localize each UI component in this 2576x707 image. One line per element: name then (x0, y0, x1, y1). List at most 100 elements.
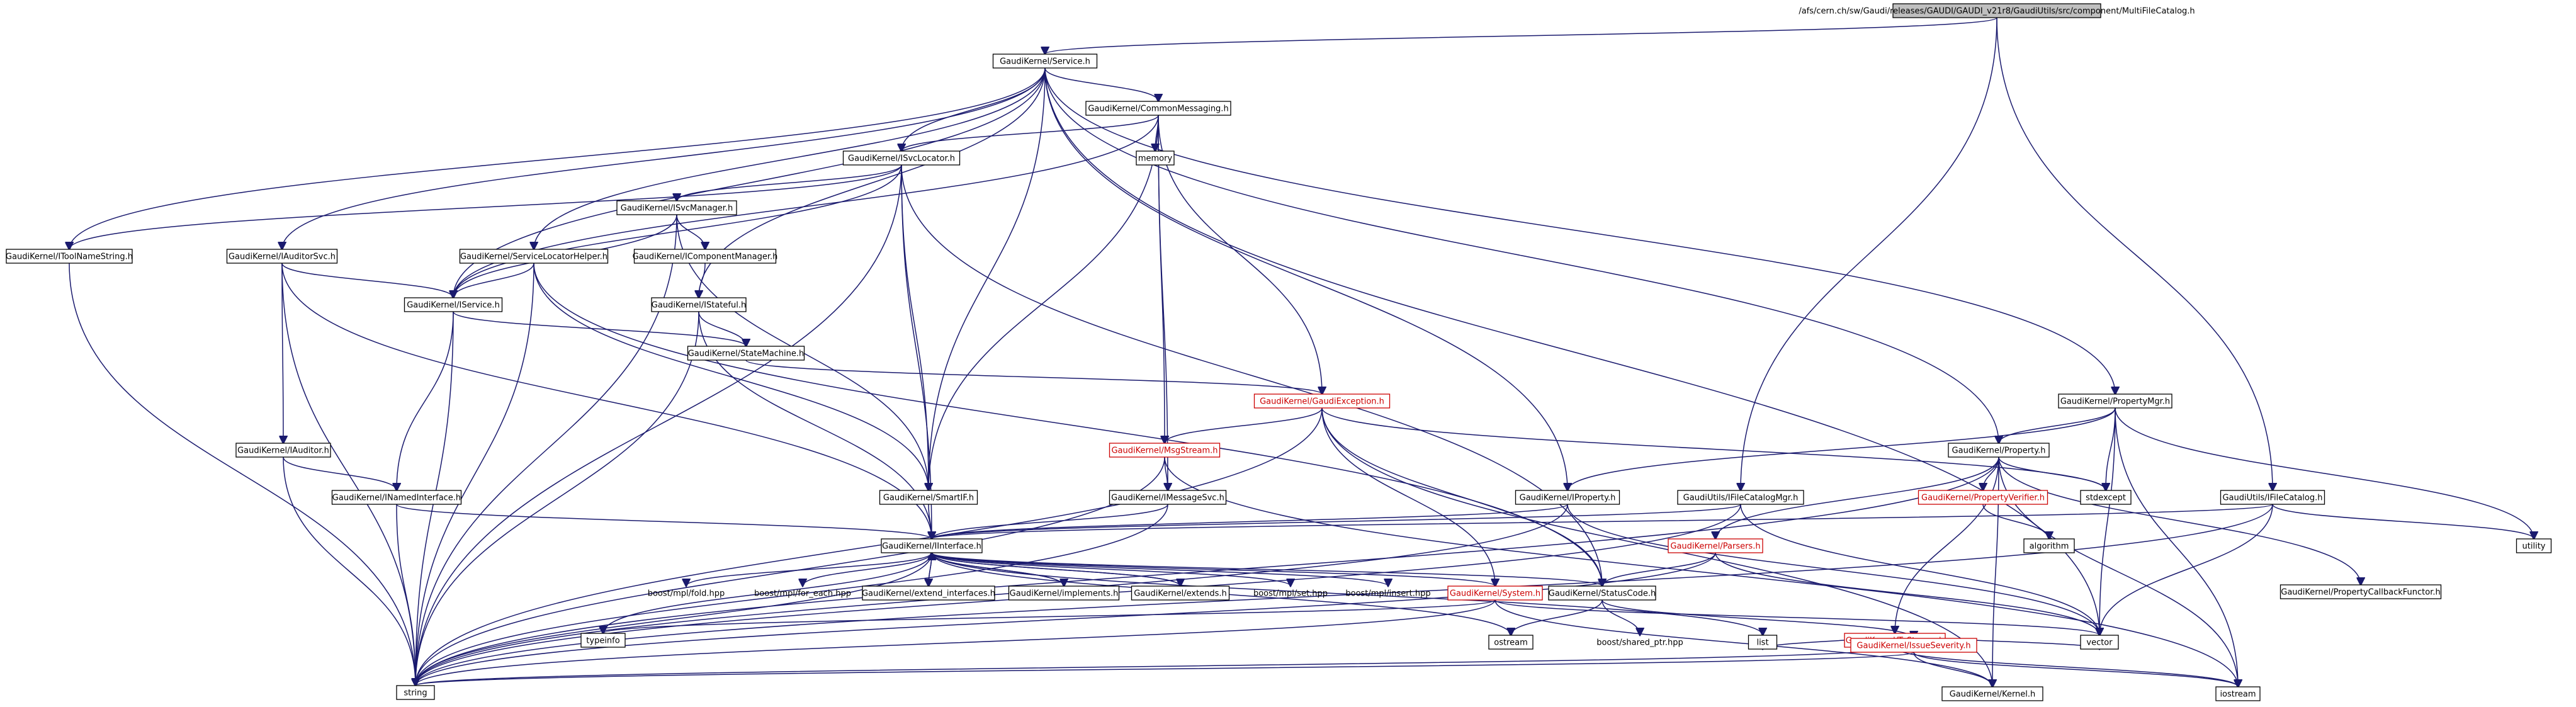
node-propertymgr[interactable]: GaudiKernel/PropertyMgr.h (2058, 393, 2172, 409)
node-string[interactable]: string (396, 685, 435, 700)
edge-layer (69, 17, 2534, 687)
edge-property-to-propertyverifier (1983, 456, 1999, 490)
edge-tostream-to-string (415, 647, 1895, 686)
edge-service-to-isvclocator (901, 67, 1046, 151)
node-service[interactable]: GaudiKernel/Service.h (992, 54, 1098, 69)
node-mplforeach: boost/mpl/for_each.hpp (754, 589, 851, 599)
edge-iinterface-to-mplset (931, 552, 1291, 586)
edge-isvclocator-to-string (415, 164, 902, 686)
node-statuscode[interactable]: GaudiKernel/StatusCode.h (1548, 585, 1656, 601)
node-layer: /afs/cern.ch/sw/Gaudi/releases/GAUDI/GAU… (6, 3, 2552, 701)
node-extends[interactable]: GaudiKernel/extends.h (1131, 585, 1230, 601)
node-iostream[interactable]: iostream (2215, 686, 2261, 701)
node-algorithm-label: algorithm (2030, 542, 2069, 551)
node-stdexcept[interactable]: stdexcept (2080, 490, 2132, 505)
node-typeinfo[interactable]: typeinfo (580, 633, 626, 648)
edge-commonmsg-to-iservice (453, 115, 1159, 298)
edge-gaudiexception-to-kernel (1321, 407, 1992, 687)
node-system[interactable]: GaudiKernel/System.h (1447, 585, 1543, 601)
node-ostream-label: ostream (1494, 638, 1528, 648)
node-memory[interactable]: memory (1136, 150, 1175, 166)
node-statemachine-box (687, 346, 805, 361)
edge-issueseverity-to-kernel (1913, 652, 1992, 687)
edge-root-to-ifilecatalogmgr (1741, 17, 1997, 490)
edge-icomponentmgr-to-istateful (699, 263, 706, 298)
node-property[interactable]: GaudiKernel/Property.h (1948, 443, 2050, 458)
node-iservice[interactable]: GaudiKernel/IService.h (404, 297, 503, 312)
edge-commonmsg-to-imessagesvc (1158, 115, 1168, 490)
node-iostream-label: iostream (2220, 690, 2256, 699)
node-msgstream-box (1109, 443, 1221, 458)
node-servicelocatorhelper-box (459, 249, 609, 264)
node-propertycallback[interactable]: GaudiKernel/PropertyCallbackFunctor.h (2279, 584, 2442, 599)
node-inamedinterface[interactable]: GaudiKernel/INamedInterface.h (331, 490, 462, 505)
edge-msgstream-to-iostream (1164, 456, 2238, 687)
node-implements[interactable]: GaudiKernel/implements.h (1008, 585, 1120, 601)
edge-parsers-to-vector (1715, 552, 2099, 635)
node-ifilecatalogmgr[interactable]: GaudiUtils/IFileCatalogMgr.h (1677, 490, 1804, 505)
node-root[interactable]: /afs/cern.ch/sw/Gaudi/releases/GAUDI/GAU… (1799, 3, 2195, 18)
node-iinterface[interactable]: GaudiKernel/IInterface.h (881, 538, 983, 553)
node-commonmsg[interactable]: GaudiKernel/CommonMessaging.h (1085, 101, 1231, 116)
edge-iinterface-to-mplfold (686, 552, 932, 586)
edge-tostream-to-iostream (1894, 647, 2238, 687)
edge-servicelocatorhelper-to-string (415, 263, 534, 686)
node-iauditorsvc[interactable]: GaudiKernel/IAuditorSvc.h (226, 249, 338, 264)
edge-root-to-ifilecatalog (1996, 17, 2273, 490)
node-mplinsert: boost/mpl/insert.hpp (1345, 589, 1430, 599)
node-servicelocatorhelper[interactable]: GaudiKernel/ServiceLocatorHelper.h (459, 249, 609, 264)
edge-iinterface-to-list (931, 552, 1763, 635)
node-iproperty[interactable]: GaudiKernel/IProperty.h (1515, 490, 1620, 505)
node-vector-label: vector (2086, 638, 2113, 648)
node-isvclocator[interactable]: GaudiKernel/ISvcLocator.h (842, 150, 961, 166)
edge-system-to-string (415, 599, 1496, 686)
node-istateful[interactable]: GaudiKernel/IStateful.h (651, 297, 747, 312)
edge-imessagesvc-to-iinterface (932, 504, 1168, 539)
node-imessagesvc[interactable]: GaudiKernel/IMessageSvc.h (1109, 490, 1227, 505)
node-issueseverity[interactable]: GaudiKernel/IssueSeverity.h (1850, 638, 1977, 653)
edge-ifilecatalog-to-string (415, 504, 2273, 686)
node-icomponentmgr-label: GaudiKernel/IComponentManager.h (633, 252, 778, 262)
node-vector[interactable]: vector (2080, 635, 2119, 650)
edge-gaudiexception-to-system (1321, 407, 1495, 586)
node-algorithm[interactable]: algorithm (2023, 538, 2075, 553)
node-ifilecatalog[interactable]: GaudiUtils/IFileCatalog.h (2220, 490, 2325, 505)
edge-property-to-propertycallback (1998, 456, 2361, 585)
edge-iinterface-to-typeinfo (603, 552, 932, 633)
node-servicelocatorhelper-label: GaudiKernel/ServiceLocatorHelper.h (460, 252, 607, 262)
edge-property-to-stdexcept (1998, 456, 2106, 490)
edge-system-to-kernel (1494, 599, 1992, 687)
node-root-label: /afs/cern.ch/sw/Gaudi/releases/GAUDI/GAU… (1799, 7, 2195, 16)
node-msgstream[interactable]: GaudiKernel/MsgStream.h (1109, 443, 1221, 458)
node-istateful-box (651, 297, 747, 312)
node-extendinterfaces[interactable]: GaudiKernel/extend_interfaces.h (862, 585, 995, 601)
node-iauditor[interactable]: GaudiKernel/IAuditor.h (235, 443, 331, 458)
node-statemachine[interactable]: GaudiKernel/StateMachine.h (687, 346, 805, 361)
node-propertyverifier[interactable]: GaudiKernel/PropertyVerifier.h (1918, 490, 2048, 505)
node-icomponentmgr[interactable]: GaudiKernel/IComponentManager.h (633, 249, 778, 264)
node-itypename[interactable]: GaudiKernel/IToolNameString.h (6, 249, 133, 264)
edge-isvclocator-to-iinterface (901, 164, 932, 539)
edge-isvclocator-to-isvcmanager (677, 164, 902, 201)
node-imessagesvc-label: GaudiKernel/IMessageSvc.h (1111, 494, 1224, 503)
node-inamedinterface-label: GaudiKernel/INamedInterface.h (332, 494, 461, 503)
edge-iproperty-to-iinterface (932, 504, 1568, 539)
node-smartif[interactable]: GaudiKernel/SmartIF.h (879, 490, 978, 505)
edge-ifilecatalog-to-iinterface (932, 504, 2273, 539)
edge-root-to-service (1045, 17, 1997, 54)
node-parsers-box (1668, 538, 1763, 553)
edge-servicelocatorhelper-to-iservice (453, 263, 534, 298)
node-mplforeach-label: boost/mpl/for_each.hpp (754, 589, 851, 599)
edge-property-to-tostream (1895, 456, 1999, 633)
node-ostream[interactable]: ostream (1488, 635, 1534, 650)
edge-implements-to-iinterface (932, 553, 1065, 587)
node-iauditorsvc-label: GaudiKernel/IAuditorSvc.h (229, 252, 336, 262)
node-kernel[interactable]: GaudiKernel/Kernel.h (1941, 686, 2043, 701)
node-list[interactable]: list (1748, 635, 1778, 650)
node-typeinfo-label: typeinfo (586, 636, 619, 646)
node-isvcmanager[interactable]: GaudiKernel/ISvcManager.h (616, 200, 737, 215)
node-gaudiexception[interactable]: GaudiKernel/GaudiException.h (1253, 393, 1391, 409)
node-parsers[interactable]: GaudiKernel/Parsers.h (1668, 538, 1763, 553)
node-mplfold: boost/mpl/fold.hpp (648, 589, 725, 599)
node-utility[interactable]: utility (2516, 538, 2552, 553)
